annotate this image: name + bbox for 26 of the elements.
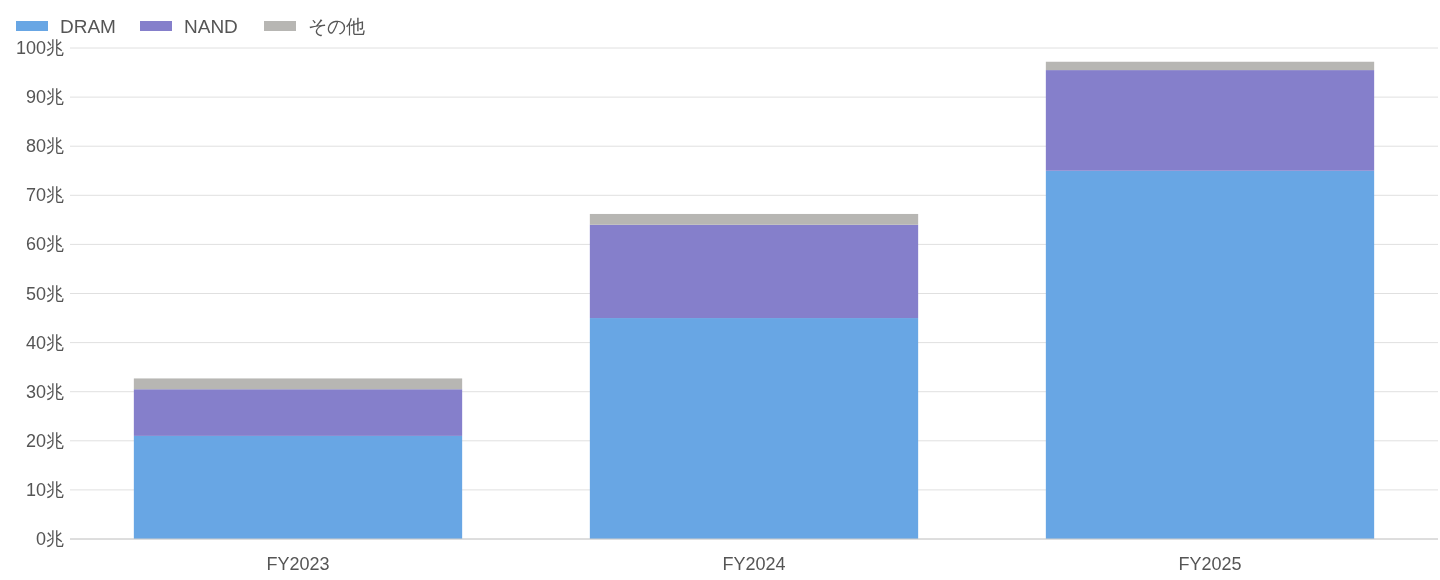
y-tick-label: 100兆 (15, 38, 64, 58)
y-tick-label: 0兆 (35, 529, 64, 549)
y-tick-label: 20兆 (25, 430, 64, 451)
y-tick-label: 10兆 (25, 479, 64, 500)
y-tick-label: 50兆 (25, 283, 64, 304)
bar (133, 378, 463, 390)
y-tick-label: 70兆 (25, 185, 64, 206)
bar (1045, 170, 1375, 539)
y-tick-label: 80兆 (25, 136, 64, 157)
bar (589, 318, 919, 539)
bar (589, 213, 919, 225)
bar (133, 435, 463, 539)
legend-label: その他 (308, 15, 365, 37)
x-tick-label: FY2023 (266, 554, 330, 574)
y-tick-label: 40兆 (25, 332, 64, 353)
y-tick-label: 90兆 (25, 87, 64, 108)
legend-label: DRAM (60, 15, 116, 37)
bar (133, 389, 463, 436)
x-tick-label: FY2025 (1178, 554, 1242, 574)
bar (1045, 70, 1375, 171)
legend-label: NAND (184, 15, 238, 37)
y-tick-label: 60兆 (25, 234, 64, 255)
bar (589, 224, 919, 319)
x-tick-label: FY2024 (722, 554, 786, 574)
y-tick-label: 30兆 (25, 381, 64, 402)
bar (1045, 61, 1375, 71)
